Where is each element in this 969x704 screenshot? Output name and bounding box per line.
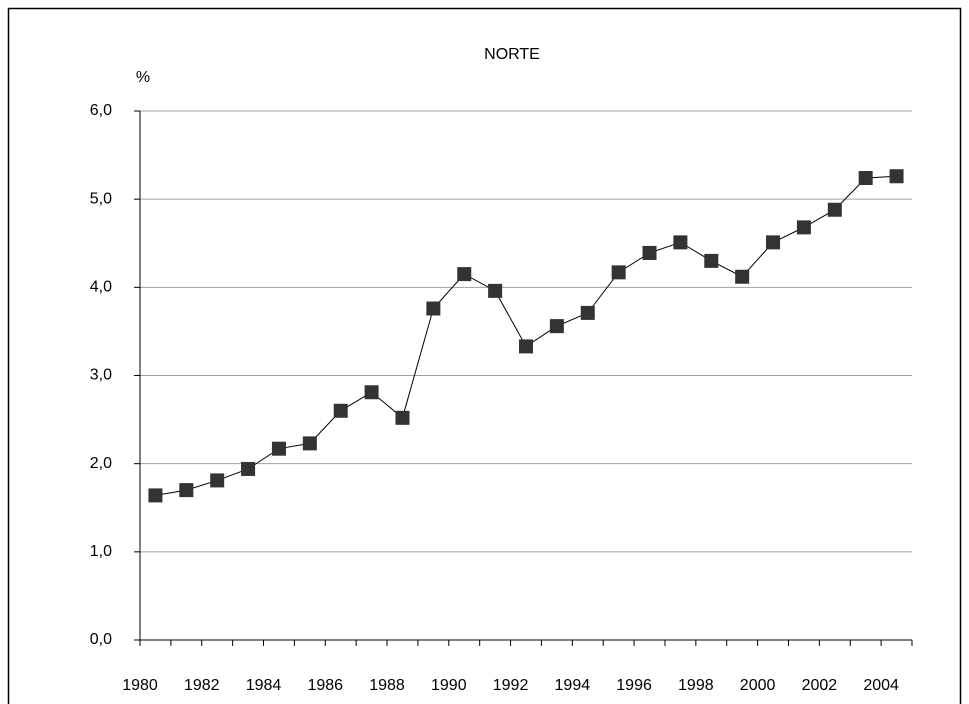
x-tick-label: 2002 xyxy=(802,677,838,694)
x-tick-label: 1990 xyxy=(431,677,467,694)
marker xyxy=(735,269,750,284)
y-tick-label: 0,0 xyxy=(90,631,112,648)
marker xyxy=(827,202,842,217)
marker xyxy=(488,283,503,298)
x-tick-label: 1994 xyxy=(555,677,591,694)
chart-title: NORTE xyxy=(484,46,540,63)
x-tick-label: 1988 xyxy=(369,677,405,694)
x-tick-label: 1982 xyxy=(184,677,220,694)
y-tick-label: 6,0 xyxy=(90,102,112,119)
marker xyxy=(333,403,348,418)
marker xyxy=(642,245,657,260)
marker xyxy=(796,220,811,235)
marker xyxy=(179,483,194,498)
marker xyxy=(426,301,441,316)
marker xyxy=(241,461,256,476)
x-tick-label: 2004 xyxy=(863,677,899,694)
x-tick-label: 1996 xyxy=(616,677,652,694)
marker xyxy=(611,265,626,280)
marker xyxy=(858,171,873,186)
x-tick-label: 2000 xyxy=(740,677,776,694)
marker xyxy=(302,436,317,451)
x-tick-label: 1998 xyxy=(678,677,714,694)
marker xyxy=(271,441,286,456)
x-tick-label: 1980 xyxy=(122,677,158,694)
marker xyxy=(766,235,781,250)
y-tick-label: 1,0 xyxy=(90,543,112,560)
x-tick-label: 1984 xyxy=(246,677,282,694)
y-tick-label: 5,0 xyxy=(90,190,112,207)
marker xyxy=(210,473,225,488)
marker xyxy=(673,235,688,250)
line xyxy=(155,175,897,496)
marker xyxy=(395,410,410,425)
x-tick-label: 1986 xyxy=(307,677,343,694)
marker xyxy=(148,488,163,503)
y-axis-label: % xyxy=(136,69,150,86)
marker xyxy=(580,305,595,320)
y-tick-label: 3,0 xyxy=(90,367,112,384)
marker xyxy=(704,253,719,268)
marker xyxy=(889,169,904,184)
marker xyxy=(519,339,533,354)
x-tick-label: 1992 xyxy=(493,677,529,694)
y-tick-label: 2,0 xyxy=(90,455,112,472)
y-tick-label: 4,0 xyxy=(90,279,112,296)
marker xyxy=(457,267,472,282)
frame xyxy=(7,7,962,704)
marker xyxy=(364,385,379,400)
marker xyxy=(549,319,564,334)
